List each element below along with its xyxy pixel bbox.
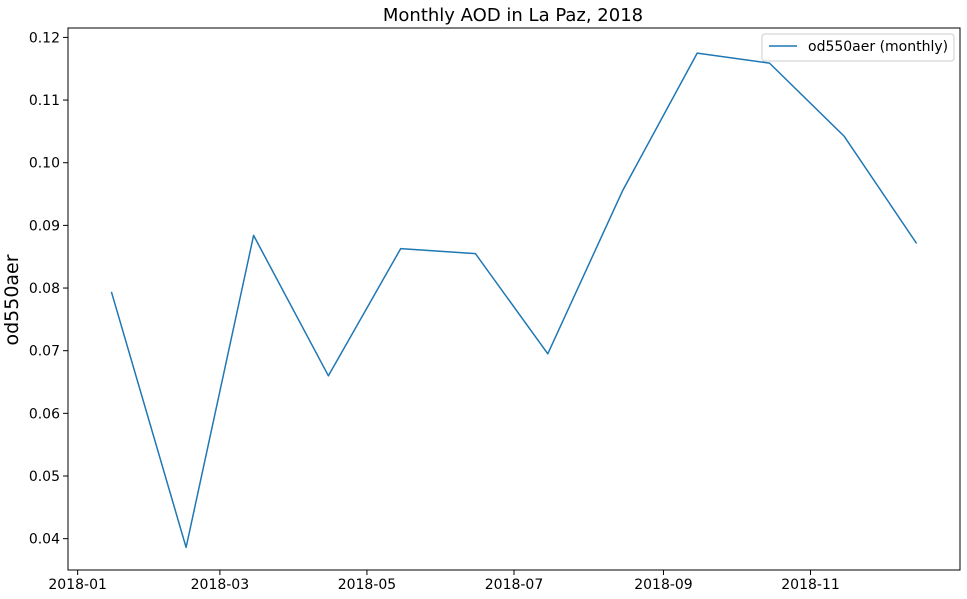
data-point xyxy=(769,62,771,64)
data-point xyxy=(400,248,402,250)
x-tick-label: 2018-03 xyxy=(191,577,250,593)
y-tick-label: 0.05 xyxy=(29,469,60,485)
y-tick-label: 0.09 xyxy=(29,218,60,234)
data-point xyxy=(475,253,477,255)
data-point xyxy=(622,190,624,192)
y-tick-label: 0.10 xyxy=(29,156,60,172)
series-line-0 xyxy=(110,52,918,549)
y-tick-label: 0.08 xyxy=(29,281,60,297)
y-axis-label: od550aer xyxy=(1,254,23,345)
data-point xyxy=(185,547,187,549)
data-point xyxy=(253,235,255,237)
plot-area: 0.04 0.05 0.06 0.07 0.08 0.09 0.10 0.11 0.12 2018… xyxy=(29,27,961,593)
data-point xyxy=(844,136,846,138)
data-point xyxy=(916,243,918,245)
data-point xyxy=(696,52,698,54)
chart-title: Monthly AOD in La Paz, 2018 xyxy=(383,5,643,26)
legend: od550aer (monthly) xyxy=(761,33,955,62)
x-tick-label: 2018-07 xyxy=(485,577,544,593)
y-tick-label: 0.07 xyxy=(29,344,60,360)
x-tick-label: 2018-11 xyxy=(781,577,840,593)
y-tick-label: 0.11 xyxy=(29,93,60,109)
x-tick-label: 2018-09 xyxy=(634,577,693,593)
legend-entry-label: od550aer (monthly) xyxy=(808,39,948,55)
legend-frame xyxy=(761,33,955,62)
y-tick-label: 0.06 xyxy=(29,406,60,422)
x-tick-label: 2018-01 xyxy=(48,577,107,593)
y-tick-label: 0.12 xyxy=(29,30,60,46)
data-point xyxy=(328,375,330,377)
data-point xyxy=(111,291,113,293)
x-tick-label: 2018-05 xyxy=(338,577,397,593)
plot-frame xyxy=(67,27,961,571)
y-tick-label: 0.04 xyxy=(29,532,60,548)
data-point xyxy=(547,353,549,355)
